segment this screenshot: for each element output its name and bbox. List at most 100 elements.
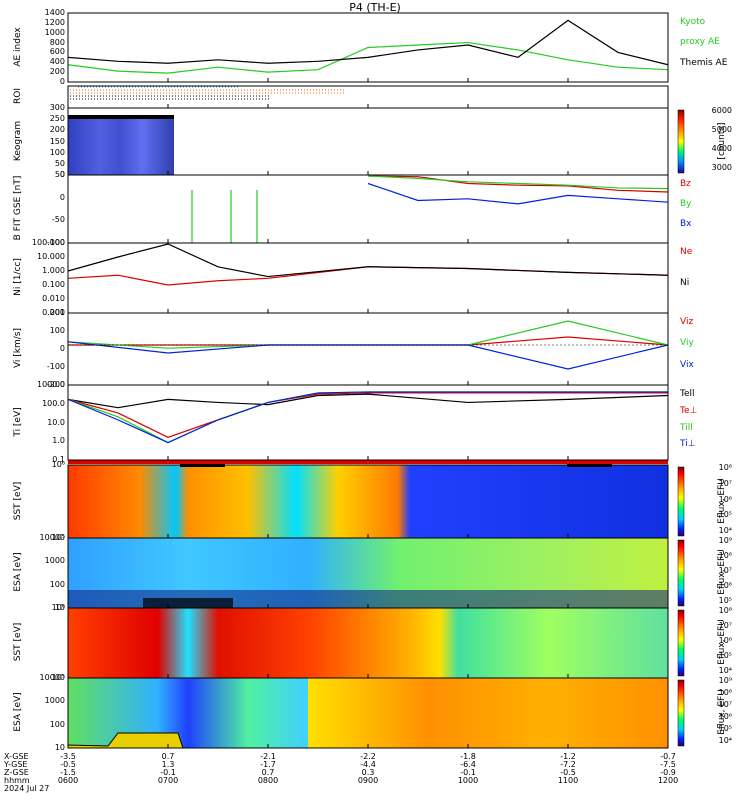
footer-value: 0800 — [257, 776, 279, 785]
colorbar-tick: 10⁷ — [718, 621, 732, 630]
panel-ylabel: SST [eV] — [13, 622, 23, 662]
series-line — [67, 393, 669, 409]
ti-panel-frame — [67, 384, 669, 461]
y-tick-label: -100 — [46, 238, 65, 247]
series-line — [67, 341, 669, 370]
footer-value: -7.2 — [560, 760, 576, 769]
footer-row-label: Y-GSE — [4, 760, 28, 769]
colorbar-tick: 10⁸ — [718, 606, 732, 615]
colorbar-tick: 10⁷ — [718, 478, 732, 488]
y-tick-label: 800 — [49, 37, 65, 47]
footer-value: -0.7 — [660, 752, 676, 761]
y-tick-label: 1000 — [44, 696, 65, 706]
y-tick-label: -200 — [46, 380, 65, 389]
colorbar-tick: 10⁵ — [718, 510, 732, 520]
footer-value: 1000 — [457, 776, 479, 785]
y-tick-label: 1000 — [44, 27, 65, 37]
colorbar-tick: 10⁶ — [718, 712, 732, 721]
colorbar-tick: 10⁵ — [718, 724, 732, 733]
legend-entry: Ni — [680, 278, 690, 288]
y-tick-label: 250 — [49, 114, 65, 124]
colorbar-tick: 5000 — [711, 125, 732, 134]
series-line — [67, 391, 668, 444]
colorbar-label: [counts] — [717, 121, 727, 160]
y-tick-label: 0 — [59, 170, 65, 179]
legend-entry: Te⊥ — [680, 405, 698, 416]
footer-value: -1.7 — [260, 760, 276, 769]
esa_i-colorbar — [677, 679, 685, 747]
colorbar-label: Eflux, EFU — [717, 549, 727, 595]
y-tick-label: 100 — [49, 579, 65, 589]
keogram-colorbar — [677, 109, 685, 174]
colorbar-label: Eflux, EFU — [717, 619, 727, 665]
y-tick-label: 0.010 — [42, 294, 65, 303]
footer-value: -1.5 — [60, 768, 76, 777]
series-line — [367, 175, 669, 190]
y-tick-label: 10.0 — [47, 417, 65, 427]
colorbar-tick: 10⁵ — [718, 596, 732, 605]
footer-value: -0.9 — [660, 768, 676, 777]
colorbar-tick: 10⁴ — [718, 666, 732, 675]
y-tick-label: 0.100 — [42, 280, 65, 289]
panel-ylabel: B FIT GSE [nT] — [13, 175, 23, 241]
y-tick-label: 1.0 — [52, 436, 65, 446]
colorbar-tick: 10⁶ — [718, 636, 732, 645]
y-tick-label: 10⁵ — [51, 533, 65, 542]
footer-value: 0.7 — [161, 752, 175, 761]
ni-panel-frame — [67, 242, 669, 314]
series-line — [67, 41, 669, 74]
panel-ylabel: ESA [eV] — [13, 552, 23, 592]
series-line — [67, 320, 669, 349]
y-tick-label: -100 — [46, 362, 65, 371]
y-tick-label: 100 — [49, 147, 65, 157]
series-line — [67, 19, 669, 66]
panel-ylabel: SST [eV] — [13, 481, 23, 520]
footer-value: 0700 — [157, 776, 179, 785]
sst-electron-spectrogram — [68, 465, 668, 538]
y-tick-label: 300 — [49, 103, 65, 112]
colorbar-tick: 10⁸ — [718, 551, 732, 560]
sst-ion-spectrogram — [68, 608, 668, 678]
legend-entry: proxy AE — [680, 37, 720, 48]
colorbar-tick: 4000 — [711, 144, 732, 153]
legend-entry: Tell — [680, 389, 695, 399]
footer-value: -0.5 — [60, 760, 76, 769]
panel-ylabel: ESA [eV] — [13, 692, 23, 732]
colorbar-tick: 10⁴ — [718, 526, 732, 535]
y-tick-label: 150 — [49, 136, 65, 146]
y-tick-label: 100 — [49, 326, 65, 335]
y-tick-label: 0.001 — [42, 308, 65, 317]
y-tick-label: 200 — [49, 67, 65, 77]
keogram-image — [68, 115, 174, 175]
esa_e-colorbar — [677, 539, 685, 607]
legend-entry: Kyoto — [680, 17, 706, 27]
colorbar-tick: 10⁹ — [718, 536, 732, 545]
footer-value: -1.2 — [560, 752, 576, 761]
series-line — [367, 182, 669, 205]
y-tick-label: 100.0 — [42, 398, 65, 408]
y-tick-label: 10⁵ — [51, 673, 65, 682]
y-tick-label: 400 — [49, 57, 65, 67]
footer-value: -1.8 — [460, 752, 476, 761]
legend-entry: Ti⊥ — [680, 439, 696, 450]
y-tick-label: 10.000 — [37, 252, 65, 261]
footer-row-label: X-GSE — [4, 752, 29, 761]
y-tick-label: 1000.0 — [37, 380, 65, 389]
colorbar-tick: 10⁷ — [718, 700, 732, 709]
y-tick-label: 10⁶ — [51, 460, 65, 469]
footer-value: 1200 — [657, 776, 679, 785]
colorbar-tick: 10⁶ — [718, 494, 732, 504]
y-tick-label: 0 — [59, 344, 65, 353]
y-tick-label: 10⁶ — [51, 603, 65, 612]
colorbar-tick: 10⁷ — [718, 566, 732, 575]
footer-row-label: 2024 Jul 27 — [4, 784, 50, 793]
colorbar-label: Eflux, EFU — [717, 477, 727, 524]
y-tick-label: 0.1 — [52, 455, 65, 464]
legend-entry: Bx — [680, 219, 692, 229]
series-line — [68, 336, 669, 346]
footer-value: -6.4 — [460, 760, 476, 769]
footer-value: -2.1 — [260, 752, 276, 761]
colorbar-tick: 10⁵ — [718, 651, 732, 660]
y-tick-label: 1000 — [44, 556, 65, 566]
